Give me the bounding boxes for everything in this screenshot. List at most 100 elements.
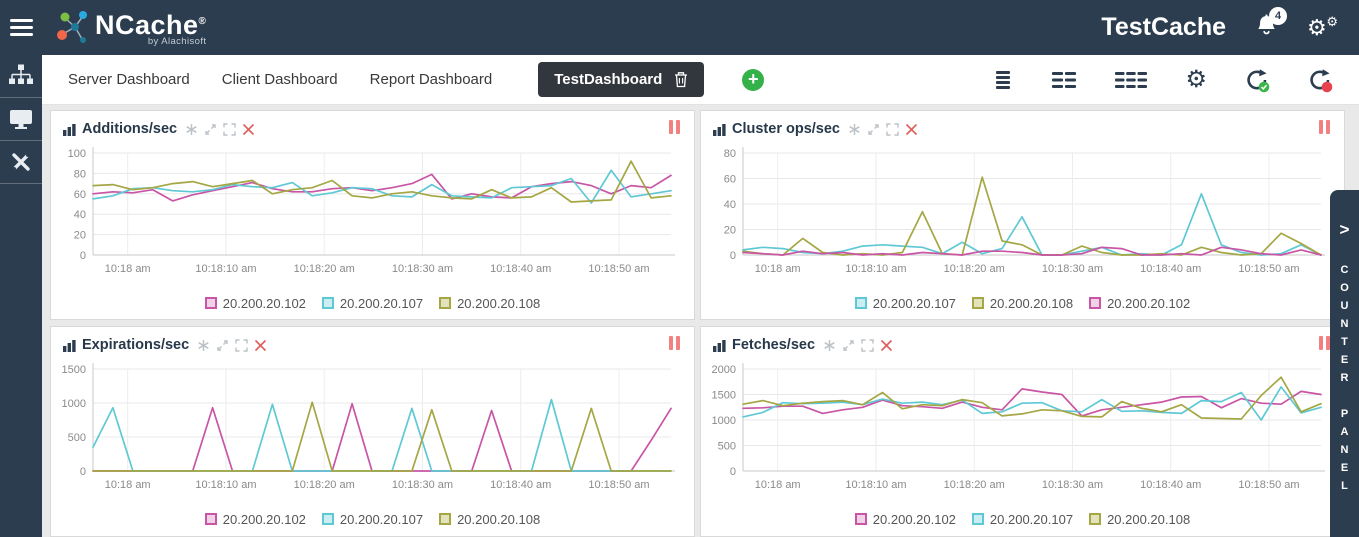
move-icon[interactable] xyxy=(185,123,198,136)
pause-button[interactable] xyxy=(669,336,680,350)
svg-text:10:18 am: 10:18 am xyxy=(105,263,151,275)
resize-icon[interactable] xyxy=(842,339,855,352)
pause-button[interactable] xyxy=(1319,120,1330,134)
close-icon[interactable] xyxy=(880,339,893,352)
panel-title: Additions/sec xyxy=(82,121,178,137)
legend-item[interactable]: 20.200.20.102 xyxy=(204,296,306,311)
legend-item[interactable]: 20.200.20.108 xyxy=(971,295,1074,311)
svg-text:10:18:50 am: 10:18:50 am xyxy=(588,479,649,491)
svg-text:40: 40 xyxy=(74,209,86,221)
fullscreen-icon[interactable] xyxy=(223,122,236,136)
svg-text:1000: 1000 xyxy=(62,398,86,410)
tab-server-dashboard[interactable]: Server Dashboard xyxy=(68,71,190,88)
bar-chart-icon xyxy=(63,123,76,136)
topology-icon xyxy=(9,64,33,84)
pause-button[interactable] xyxy=(669,120,680,134)
tab-testdashboard-active[interactable]: TestDashboard xyxy=(538,62,705,97)
svg-text:2000: 2000 xyxy=(712,364,736,376)
trash-icon[interactable] xyxy=(674,71,688,88)
legend-label: 20.200.20.107 xyxy=(339,511,424,527)
refresh-success-button[interactable] xyxy=(1244,67,1270,93)
legend-label: 20.200.20.102 xyxy=(1107,295,1191,311)
pause-button[interactable] xyxy=(1319,336,1330,350)
refresh-error-button[interactable] xyxy=(1307,67,1333,93)
resize-icon[interactable] xyxy=(216,339,229,352)
legend-item[interactable]: 20.200.20.107 xyxy=(854,296,956,311)
svg-text:10:18:40 am: 10:18:40 am xyxy=(1140,263,1201,275)
layout-one-column-button[interactable] xyxy=(992,69,1014,91)
svg-text:0: 0 xyxy=(730,466,736,478)
svg-text:10:18:50 am: 10:18:50 am xyxy=(588,263,649,275)
tab-client-dashboard[interactable]: Client Dashboard xyxy=(221,71,338,88)
sidebar-item-tools[interactable] xyxy=(0,141,42,184)
svg-text:60: 60 xyxy=(724,174,736,186)
svg-text:10:18:30 am: 10:18:30 am xyxy=(392,479,453,491)
registered-mark: ® xyxy=(198,15,207,27)
ncache-logo: NCache® by Alachisoft xyxy=(55,8,206,48)
move-icon[interactable] xyxy=(848,123,861,136)
svg-text:10:18 am: 10:18 am xyxy=(105,479,151,491)
legend-item[interactable]: 20.200.20.108 xyxy=(439,296,540,311)
resize-icon[interactable] xyxy=(867,123,880,136)
panel-header: Fetches/sec xyxy=(701,327,1344,355)
svg-text:0: 0 xyxy=(730,250,736,262)
hamburger-menu-icon[interactable] xyxy=(0,19,42,36)
svg-text:10:18:10 am: 10:18:10 am xyxy=(195,263,256,275)
svg-text:10:18:30 am: 10:18:30 am xyxy=(1042,479,1103,491)
notifications-button[interactable]: 4 xyxy=(1256,6,1287,42)
counter-panel-label: COUNTER PANEL xyxy=(1338,264,1351,498)
additions-chart-canvas: 0 20 40 60 80 100 10:18 am 10:18:10 am 10:18:20 … xyxy=(68,147,675,275)
svg-text:10:18:30 am: 10:18:30 am xyxy=(392,263,453,275)
legend-item[interactable]: 20.200.20.108 xyxy=(1089,512,1190,527)
add-dashboard-button[interactable]: + xyxy=(742,68,765,91)
legend-item[interactable]: 20.200.20.107 xyxy=(971,512,1073,527)
fullscreen-icon[interactable] xyxy=(235,338,248,352)
svg-text:1000: 1000 xyxy=(712,415,736,427)
legend-label: 20.200.20.107 xyxy=(339,295,424,311)
legend-swatch xyxy=(204,513,217,525)
legend-item[interactable]: 20.200.20.102 xyxy=(204,511,306,527)
legend-label: 20.200.20.108 xyxy=(989,295,1074,311)
svg-text:0: 0 xyxy=(80,250,86,262)
cache-name-title: TestCache xyxy=(1101,13,1226,41)
fetches-chart-canvas: 0 500 1000 1500 2000 10:18 am 10:18:10 am 10:18… xyxy=(712,363,1325,491)
chart-legend: 20.200.20.102 20.200.20.107 20.200.20.108 xyxy=(51,507,694,531)
close-icon[interactable] xyxy=(254,339,267,352)
fullscreen-icon[interactable] xyxy=(861,338,874,352)
close-icon[interactable] xyxy=(905,123,918,136)
layout-two-column-button[interactable] xyxy=(1051,69,1077,91)
legend-label: 20.200.20.108 xyxy=(457,511,541,527)
layout-three-column-button[interactable] xyxy=(1114,69,1148,91)
legend-swatch xyxy=(1089,513,1102,525)
svg-text:10:18:40 am: 10:18:40 am xyxy=(490,263,551,275)
legend-swatch xyxy=(971,297,984,309)
close-icon[interactable] xyxy=(242,123,255,136)
fullscreen-icon[interactable] xyxy=(886,122,899,136)
legend-item[interactable]: 20.200.20.108 xyxy=(439,512,540,527)
legend-item[interactable]: 20.200.20.102 xyxy=(1089,296,1190,311)
legend-item[interactable]: 20.200.20.102 xyxy=(854,512,956,527)
expirations-chart-canvas: 0 500 1000 1500 10:18 am 10:18:10 am 10:18:20 … xyxy=(62,363,675,491)
svg-text:20: 20 xyxy=(724,225,736,237)
move-icon[interactable] xyxy=(197,339,210,352)
bar-chart-icon xyxy=(63,339,76,352)
resize-icon[interactable] xyxy=(204,123,217,136)
move-icon[interactable] xyxy=(823,339,836,352)
legend-label: 20.200.20.102 xyxy=(222,511,306,527)
dashboard-settings-button[interactable]: ⚙ xyxy=(1185,67,1207,92)
counter-panel-toggle[interactable]: > COUNTER PANEL xyxy=(1330,190,1359,537)
three-column-layout-icon xyxy=(1115,71,1148,88)
legend-item[interactable]: 20.200.20.107 xyxy=(321,511,424,527)
sidebar-item-topology[interactable] xyxy=(0,55,42,98)
cluster-ops-chart-canvas: 0 20 40 60 80 10:18 am 10:18:10 am 10:18:20 am 1… xyxy=(724,147,1325,275)
tab-report-dashboard[interactable]: Report Dashboard xyxy=(369,71,493,88)
svg-text:10:18:40 am: 10:18:40 am xyxy=(490,479,551,491)
legend-item[interactable]: 20.200.20.107 xyxy=(321,295,424,311)
panel-header: Additions/sec xyxy=(51,111,694,139)
panel-header: Cluster ops/sec xyxy=(701,111,1344,139)
sidebar-item-monitor[interactable] xyxy=(0,98,42,141)
svg-text:10:18:10 am: 10:18:10 am xyxy=(195,479,256,491)
app-name: NCache® xyxy=(95,9,207,40)
legend-swatch xyxy=(1089,297,1102,309)
settings-button[interactable]: ⚙ ⚙ xyxy=(1307,14,1338,39)
